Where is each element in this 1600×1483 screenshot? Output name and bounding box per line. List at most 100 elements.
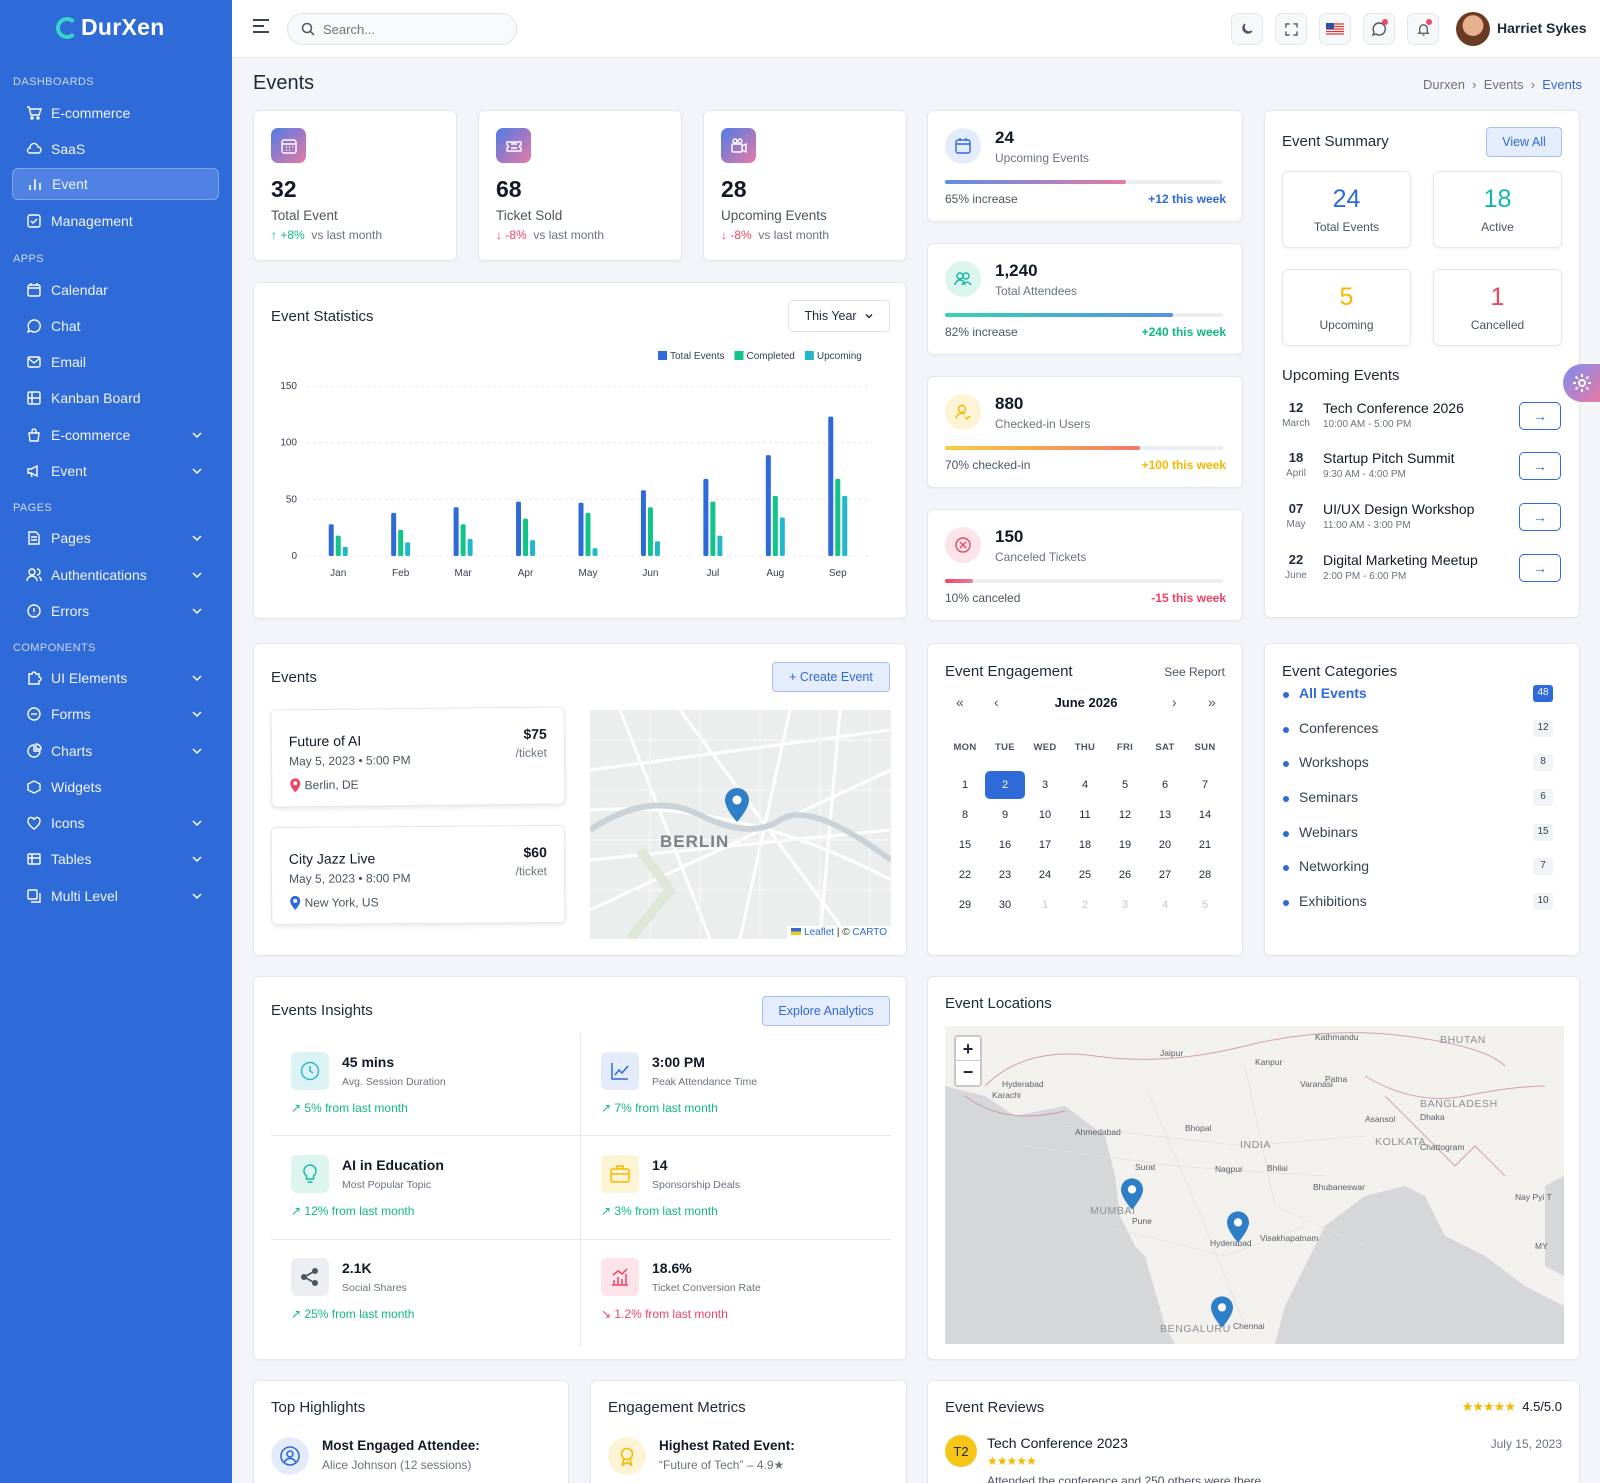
calendar-first-button[interactable]: « [956, 694, 964, 710]
calendar-day[interactable]: 26 [1118, 869, 1132, 881]
calendar-day[interactable]: 12 [1118, 809, 1132, 821]
bar-total-events[interactable] [703, 478, 709, 556]
calendar-day[interactable]: 2 [1081, 899, 1089, 911]
bar-completed[interactable] [772, 495, 778, 556]
calendar-day[interactable]: 15 [958, 839, 972, 851]
bar-completed[interactable] [647, 507, 653, 556]
calendar-day[interactable]: 1 [1041, 899, 1049, 911]
bar-total-events[interactable] [391, 512, 397, 556]
legend-label[interactable]: Total Events [670, 351, 724, 362]
calendar-day[interactable]: 27 [1158, 869, 1172, 881]
notifications-button[interactable] [1407, 13, 1439, 45]
bar-total-events[interactable] [765, 455, 771, 556]
bar-completed[interactable] [335, 535, 341, 556]
user-name[interactable]: Harriet Sykes [1497, 20, 1587, 36]
sidebar-item-widgets[interactable]: Widgets [12, 771, 219, 803]
bar-upcoming[interactable] [530, 540, 536, 556]
calendar-day[interactable]: 10 [1038, 809, 1052, 821]
sidebar-item-email[interactable]: Email [12, 346, 219, 378]
bar-completed[interactable] [398, 529, 404, 556]
calendar-day[interactable]: 19 [1118, 839, 1132, 851]
calendar-day[interactable]: 29 [958, 899, 972, 911]
sidebar-item-forms[interactable]: Forms [12, 698, 219, 730]
calendar-day[interactable]: 25 [1078, 869, 1092, 881]
bar-total-events[interactable] [328, 524, 334, 556]
calendar-day[interactable]: 6 [1161, 779, 1169, 791]
settings-fab[interactable] [1563, 364, 1600, 402]
sidebar-item-charts[interactable]: Charts [12, 735, 219, 767]
sidebar-item-management[interactable]: Management [12, 205, 219, 237]
bar-completed[interactable] [585, 512, 591, 556]
calendar-day[interactable]: 7 [1201, 779, 1209, 791]
category-item[interactable]: Networking 7 [1283, 858, 1553, 878]
calendar-day[interactable]: 2 [985, 771, 1025, 799]
calendar-next-button[interactable]: › [1172, 694, 1177, 710]
category-item[interactable]: All Events 48 [1283, 685, 1553, 705]
sidebar-item-multi-level[interactable]: Multi Level [12, 880, 219, 912]
bar-upcoming[interactable] [342, 546, 348, 556]
sidebar-item-authentications[interactable]: Authentications [12, 559, 219, 591]
arrow-right-icon[interactable]: → [1519, 452, 1561, 480]
legend-label[interactable]: Completed [746, 351, 794, 362]
calendar-day[interactable]: 24 [1038, 869, 1052, 881]
category-item[interactable]: Seminars 6 [1283, 789, 1553, 809]
bar-completed[interactable] [523, 518, 529, 556]
calendar-day[interactable]: 13 [1158, 809, 1172, 821]
sidebar-item-ui-elements[interactable]: UI Elements [12, 662, 219, 694]
calendar-day[interactable]: 4 [1081, 779, 1089, 791]
breadcrumb-home[interactable]: Durxen [1423, 77, 1465, 92]
breadcrumb-parent[interactable]: Events [1483, 77, 1524, 92]
bar-upcoming[interactable] [467, 539, 473, 556]
calendar-day[interactable]: 5 [1201, 899, 1209, 911]
calendar-day[interactable]: 1 [961, 779, 969, 791]
menu-toggle-icon[interactable] [252, 18, 274, 38]
category-item[interactable]: Webinars 15 [1283, 824, 1553, 844]
bar-total-events[interactable] [828, 416, 834, 556]
sidebar-item-saas[interactable]: SaaS [12, 133, 219, 165]
calendar-day[interactable]: 4 [1161, 899, 1169, 911]
calendar-day[interactable]: 28 [1198, 869, 1212, 881]
calendar-day[interactable]: 14 [1198, 809, 1212, 821]
map-marker-icon[interactable] [725, 788, 749, 822]
see-report-link[interactable]: See Report [1164, 665, 1225, 679]
calendar-last-button[interactable]: » [1208, 694, 1216, 710]
zoom-in-button[interactable]: + [956, 1037, 980, 1061]
sidebar-item-errors[interactable]: Errors [12, 595, 219, 627]
messages-button[interactable] [1363, 13, 1395, 45]
calendar-day[interactable]: 17 [1038, 839, 1052, 851]
calendar-day[interactable]: 21 [1198, 839, 1212, 851]
bar-upcoming[interactable] [717, 535, 723, 556]
event-item[interactable]: City Jazz Live May 5, 2023 • 8:00 PM New… [270, 824, 566, 926]
event-item[interactable]: Future of AI May 5, 2023 • 5:00 PM Berli… [270, 706, 566, 808]
bar-completed[interactable] [460, 524, 466, 556]
calendar-day[interactable]: 3 [1121, 899, 1129, 911]
sidebar-item-calendar[interactable]: Calendar [12, 274, 219, 306]
language-button[interactable] [1319, 13, 1351, 45]
calendar-day[interactable]: 18 [1078, 839, 1092, 851]
bar-completed[interactable] [835, 478, 841, 556]
view-all-button[interactable]: View All [1486, 127, 1562, 157]
bar-upcoming[interactable] [842, 495, 848, 556]
bar-completed[interactable] [710, 501, 716, 556]
sidebar-item-ecommerce[interactable]: E-commerce [12, 97, 219, 129]
bar-total-events[interactable] [453, 507, 459, 556]
arrow-right-icon[interactable]: → [1519, 503, 1561, 531]
legend-label[interactable]: Upcoming [817, 351, 862, 362]
bar-total-events[interactable] [516, 501, 522, 556]
category-item[interactable]: Workshops 8 [1283, 754, 1553, 774]
calendar-prev-button[interactable]: ‹ [994, 694, 999, 710]
calendar-day[interactable]: 16 [998, 839, 1012, 851]
arrow-right-icon[interactable]: → [1519, 554, 1561, 582]
sidebar-item-ecommerce-app[interactable]: E-commerce [12, 419, 219, 451]
bar-upcoming[interactable] [592, 548, 598, 556]
category-item[interactable]: Exhibitions 10 [1283, 893, 1553, 913]
calendar-day[interactable]: 11 [1079, 809, 1091, 821]
search-input[interactable] [323, 21, 503, 37]
sidebar-item-icons[interactable]: Icons [12, 807, 219, 839]
map-marker-icon[interactable] [1121, 1178, 1143, 1210]
calendar-day[interactable]: 5 [1121, 779, 1129, 791]
calendar-day[interactable]: 30 [998, 899, 1012, 911]
sidebar-item-tables[interactable]: Tables [12, 843, 219, 875]
calendar-day[interactable]: 22 [958, 869, 972, 881]
berlin-map[interactable]: BERLIN Leaflet | © CARTO [590, 710, 891, 939]
